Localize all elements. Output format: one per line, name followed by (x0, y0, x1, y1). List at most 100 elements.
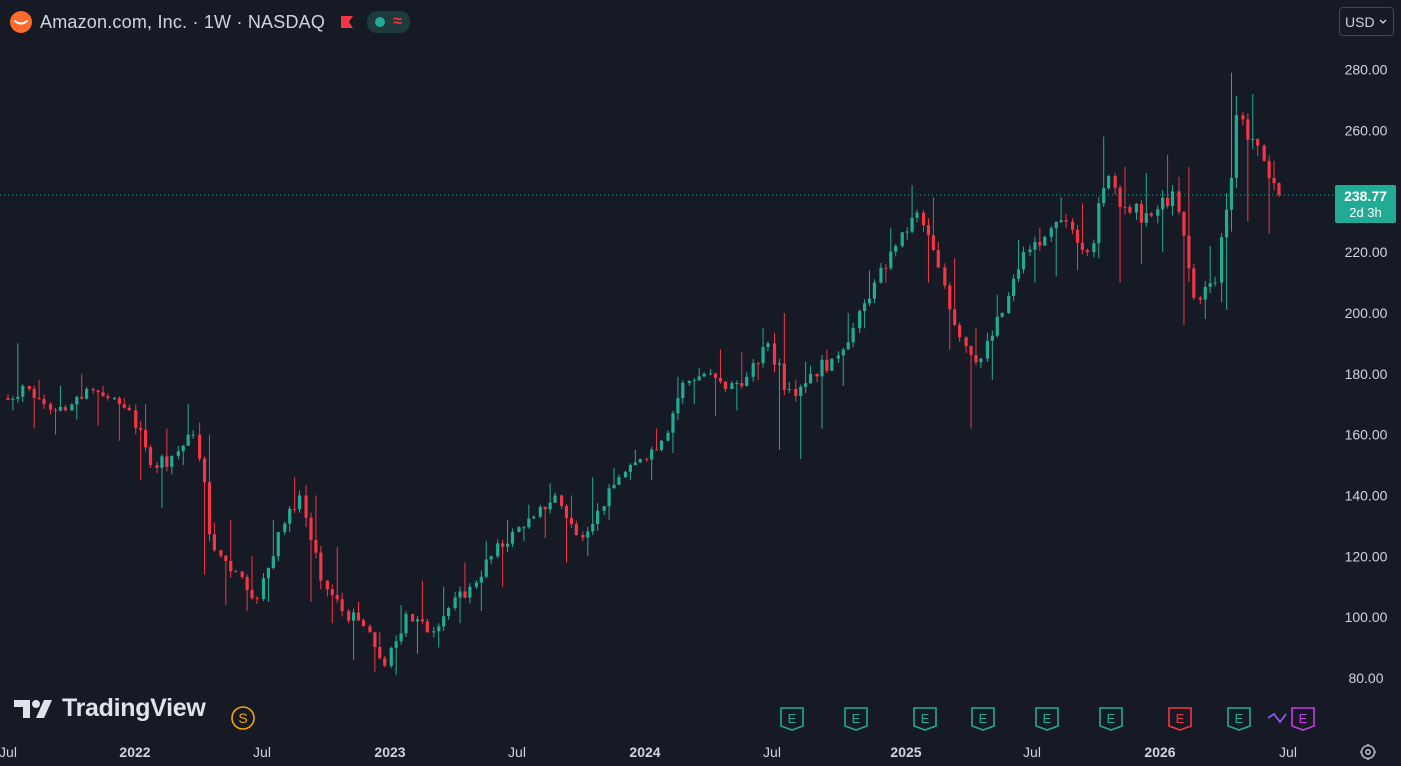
currency-select[interactable]: USD (1339, 7, 1394, 36)
candle-body (170, 455, 174, 467)
settings-gear-icon[interactable] (1358, 742, 1378, 762)
candle-body (1208, 283, 1212, 287)
earnings-event-icon[interactable] (1168, 707, 1192, 731)
earnings-event-icon[interactable] (1291, 707, 1315, 731)
candle-body (548, 502, 552, 510)
candle-body (383, 658, 387, 666)
flag-icon[interactable] (339, 14, 355, 30)
candles-layer (6, 72, 1281, 675)
candle-body (910, 217, 914, 232)
candle-body (1277, 183, 1281, 196)
candle-body (602, 506, 606, 511)
bar-countdown: 2d 3h (1349, 205, 1382, 220)
x-tick-label: 2023 (374, 744, 405, 760)
candle-body (692, 380, 696, 382)
candle-body (787, 389, 791, 391)
candle-body (1028, 249, 1032, 253)
candle-body (794, 389, 798, 396)
candle-body (995, 316, 999, 336)
candle-body (106, 396, 110, 399)
tradingview-logo[interactable]: TradingView (14, 694, 206, 723)
candle-body (32, 388, 36, 398)
amazon-smile-icon[interactable] (10, 11, 32, 33)
candle-body (283, 523, 287, 532)
candle-body (623, 471, 628, 478)
candle-body (127, 407, 131, 411)
earnings-event-icon[interactable] (844, 707, 868, 731)
earnings-event-icon[interactable] (780, 707, 804, 731)
earnings-event-label: E (979, 711, 988, 726)
candle-body (325, 580, 329, 590)
x-tick-label: Jul (508, 744, 526, 760)
earnings-event-label: E (1043, 711, 1052, 726)
candle-body (879, 267, 883, 283)
candle-body (900, 232, 904, 247)
earnings-event-icon[interactable] (913, 707, 937, 731)
candle-body (368, 626, 372, 633)
candle-body (1075, 229, 1080, 243)
candle-body (1246, 119, 1250, 140)
candle-body (6, 398, 10, 400)
candle-body (53, 409, 58, 411)
candle-body (134, 410, 138, 428)
candle-body (1102, 188, 1106, 204)
candle-body (1021, 252, 1026, 270)
earnings-event-icon[interactable] (1227, 707, 1251, 731)
candle-body (709, 373, 713, 375)
candle-body (148, 447, 153, 466)
candle-body (921, 212, 926, 226)
candle-body (1064, 220, 1068, 222)
split-event-icon[interactable] (231, 706, 255, 730)
candle-body (122, 404, 126, 408)
candle-body (687, 380, 691, 383)
x-tick-label: 2026 (1144, 744, 1175, 760)
candle-body (1182, 211, 1186, 236)
candle-body (1234, 115, 1238, 178)
symbol-title[interactable]: Amazon.com, Inc. · 1W · NASDAQ (40, 11, 326, 32)
y-tick-label: 120.00 (1345, 548, 1388, 564)
earnings-event-icon[interactable] (1035, 707, 1059, 731)
x-tick-label: Jul (1023, 744, 1041, 760)
x-tick-label: Jul (1279, 744, 1297, 760)
candle-body (1107, 176, 1111, 189)
candle-body (501, 543, 505, 547)
candle-body (453, 597, 457, 609)
candle-body (607, 488, 611, 507)
candle-body (432, 631, 436, 633)
candle-body (581, 535, 585, 538)
price-axis[interactable]: 80.00 100.00 120.00 140.00 160.00 180.00 200.0… (1345, 62, 1388, 686)
market-status-pill[interactable]: ≈ (367, 11, 410, 33)
candle-body (1059, 220, 1063, 223)
earnings-event-label: E (921, 711, 930, 726)
candle-body (212, 534, 216, 551)
candle-body (1092, 243, 1096, 253)
candle-body (532, 516, 536, 519)
candle-body (830, 358, 834, 371)
candle-body (1113, 176, 1117, 188)
candle-body (1256, 138, 1260, 146)
candle-body (1134, 203, 1139, 213)
candle-body (1272, 178, 1276, 184)
candle-body (1187, 235, 1191, 269)
candle-body (659, 440, 664, 450)
candle-body (538, 506, 542, 517)
candle-body (681, 382, 685, 399)
candle-body (948, 285, 952, 310)
candle-body (628, 465, 632, 472)
time-axis[interactable]: Jul 2022 Jul 2023 Jul 2024 Jul 2025 Jul 2026 Jul (0, 744, 1297, 760)
x-tick-label: 2022 (119, 744, 150, 760)
candle-body (559, 495, 564, 506)
earnings-event-icon[interactable] (1099, 707, 1123, 731)
candle-body (27, 385, 31, 389)
earnings-event-icon[interactable] (971, 707, 995, 731)
candle-body (953, 309, 957, 325)
candle-body (735, 382, 739, 384)
candle-body (969, 346, 973, 356)
candle-body (1251, 138, 1255, 140)
candle-body (638, 458, 642, 463)
candle-body (964, 337, 968, 347)
candle-body (21, 385, 25, 397)
candle-body (745, 376, 749, 387)
